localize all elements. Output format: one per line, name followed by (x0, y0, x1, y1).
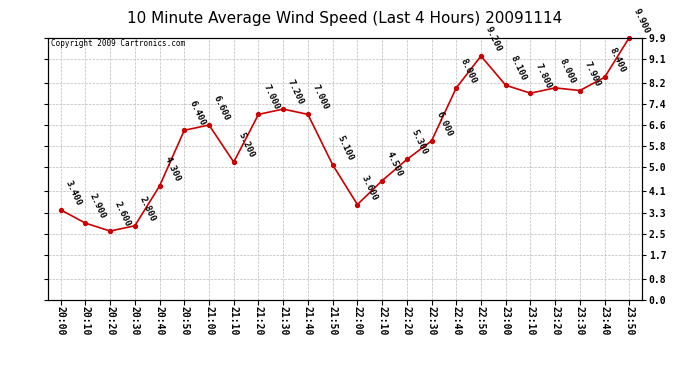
Text: 5.200: 5.200 (237, 131, 256, 159)
Text: 8.400: 8.400 (607, 46, 627, 75)
Text: 7.000: 7.000 (262, 84, 281, 112)
Text: 7.000: 7.000 (310, 84, 331, 112)
Text: 9.200: 9.200 (484, 25, 503, 53)
Text: 3.600: 3.600 (360, 174, 380, 202)
Text: 9.900: 9.900 (632, 6, 651, 35)
Text: 4.500: 4.500 (385, 150, 404, 178)
Text: 6.600: 6.600 (212, 94, 231, 122)
Text: 7.200: 7.200 (286, 78, 306, 106)
Text: 10 Minute Average Wind Speed (Last 4 Hours) 20091114: 10 Minute Average Wind Speed (Last 4 Hou… (128, 11, 562, 26)
Text: 2.600: 2.600 (113, 200, 132, 228)
Text: 6.000: 6.000 (434, 110, 454, 138)
Text: Copyright 2009 Cartronics.com: Copyright 2009 Cartronics.com (51, 39, 186, 48)
Text: 2.900: 2.900 (88, 192, 108, 220)
Text: 4.300: 4.300 (162, 155, 182, 183)
Text: 3.400: 3.400 (63, 179, 83, 207)
Text: 6.400: 6.400 (187, 99, 206, 128)
Text: 5.100: 5.100 (335, 134, 355, 162)
Text: 8.000: 8.000 (558, 57, 578, 85)
Text: 7.900: 7.900 (582, 60, 602, 88)
Text: 8.000: 8.000 (459, 57, 479, 85)
Text: 2.800: 2.800 (137, 195, 157, 223)
Text: 8.100: 8.100 (509, 54, 528, 82)
Text: 5.300: 5.300 (410, 129, 429, 157)
Text: 7.800: 7.800 (533, 62, 553, 90)
